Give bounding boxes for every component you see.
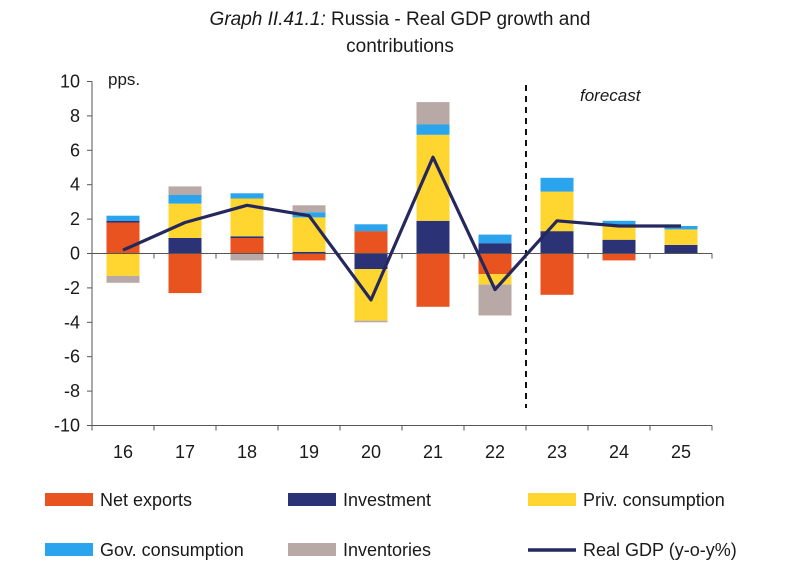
- bar-gov_consumption-16: [106, 215, 140, 221]
- legend-swatch-investment: [288, 493, 336, 506]
- bar-gov_consumption-17: [168, 195, 202, 204]
- bar-investment-19: [292, 251, 326, 254]
- y-tick-label: -4: [64, 312, 80, 332]
- legend-group: Net exports Investment Priv. consumption Go…: [45, 490, 737, 560]
- x-tick-label: 16: [113, 442, 133, 462]
- bar-investment-21: [416, 220, 450, 254]
- legend-label-gov_consumption: Gov. consumption: [100, 540, 244, 560]
- bar-net_exports-19: [292, 253, 326, 261]
- y-tick-label: 8: [70, 106, 80, 126]
- x-tick-label: 24: [609, 442, 629, 462]
- y-tick-label: 6: [70, 140, 80, 160]
- x-tick-label: 25: [671, 442, 691, 462]
- legend-swatch-gov_consumption: [45, 543, 93, 556]
- legend-swatch-inventories: [288, 543, 336, 556]
- bar-gov_consumption-22: [478, 234, 512, 244]
- chart-title-prefix: Graph II.41.1:: [209, 9, 326, 30]
- bar-investment-23: [540, 231, 574, 254]
- bar-inventories-18: [230, 253, 264, 261]
- x-tick-label: 20: [361, 442, 381, 462]
- y-tick-label: -8: [64, 381, 80, 401]
- bar-investment-17: [168, 238, 202, 254]
- bar-net_exports-20: [354, 231, 388, 254]
- bar-inventories-19: [292, 205, 326, 213]
- bar-net_exports-17: [168, 253, 202, 294]
- x-tick-label: 22: [485, 442, 505, 462]
- bar-investment-18: [230, 236, 264, 238]
- bar-gov_consumption-21: [416, 124, 450, 135]
- bar-priv_consumption-19: [292, 217, 326, 252]
- bar-priv_consumption-21: [416, 134, 450, 221]
- chart-title-line2: contributions: [346, 36, 454, 57]
- y-tick-label: 4: [70, 175, 80, 195]
- legend-label-priv_consumption: Priv. consumption: [583, 490, 725, 510]
- bar-net_exports-21: [416, 253, 450, 307]
- bar-net_exports-18: [230, 238, 264, 254]
- x-tick-label: 21: [423, 442, 443, 462]
- bar-net_exports-23: [540, 253, 574, 295]
- bar-inventories-21: [416, 102, 450, 125]
- bar-inventories-20: [354, 320, 388, 323]
- y-tick-label: 10: [60, 72, 80, 92]
- bars-group: [106, 102, 698, 323]
- gdp-line-group: [122, 155, 681, 302]
- bar-investment-20: [354, 253, 388, 269]
- bar-gov_consumption-25: [664, 226, 698, 230]
- legend-swatch-priv_consumption: [528, 493, 576, 506]
- bar-gov_consumption-18: [230, 193, 264, 199]
- bar-priv_consumption-25: [664, 229, 698, 245]
- y-tick-label: -10: [54, 416, 80, 436]
- bar-priv_consumption-23: [540, 191, 574, 232]
- legend-label-investment: Investment: [343, 490, 431, 510]
- bar-inventories-16: [106, 275, 140, 283]
- chart-title-text: Russia - Real GDP growth and: [331, 9, 591, 30]
- x-tick-label: 23: [547, 442, 567, 462]
- legend-label-inventories: Inventories: [343, 540, 431, 560]
- y-tick-label: 0: [70, 244, 80, 264]
- y-axis-unit-label: pps.: [108, 70, 140, 89]
- axes-group: [87, 81, 713, 431]
- y-tick-label: 2: [70, 209, 80, 229]
- bar-gov_consumption-23: [540, 177, 574, 192]
- chart-title: Graph II.41.1: Russia - Real GDP growth …: [0, 6, 800, 60]
- chart-title-line1: Graph II.41.1: Russia - Real GDP growth …: [0, 6, 800, 33]
- legend-label-real_gdp: Real GDP (y-o-y%): [583, 540, 737, 560]
- legend-label-net_exports: Net exports: [100, 490, 192, 510]
- bar-priv_consumption-24: [602, 226, 636, 240]
- x-tick-label: 19: [299, 442, 319, 462]
- bar-investment-22: [478, 243, 512, 254]
- y-tick-label: -2: [64, 278, 80, 298]
- x-tick-label: 18: [237, 442, 257, 462]
- bar-investment-16: [106, 220, 140, 223]
- forecast-annotation: forecast: [580, 86, 642, 105]
- bar-gov_consumption-20: [354, 224, 388, 232]
- bar-inventories-17: [168, 186, 202, 195]
- bar-net_exports-24: [602, 253, 636, 261]
- legend-swatch-net_exports: [45, 493, 93, 506]
- bar-priv_consumption-22: [478, 274, 512, 285]
- y-tick-label: -6: [64, 347, 80, 367]
- x-tick-label: 17: [175, 442, 195, 462]
- bar-net_exports-16: [106, 222, 140, 254]
- bar-gov_consumption-24: [602, 220, 636, 226]
- real-gdp-line: [122, 155, 681, 302]
- bar-investment-24: [602, 239, 636, 254]
- bar-priv_consumption-16: [106, 253, 140, 276]
- bar-investment-25: [664, 244, 698, 254]
